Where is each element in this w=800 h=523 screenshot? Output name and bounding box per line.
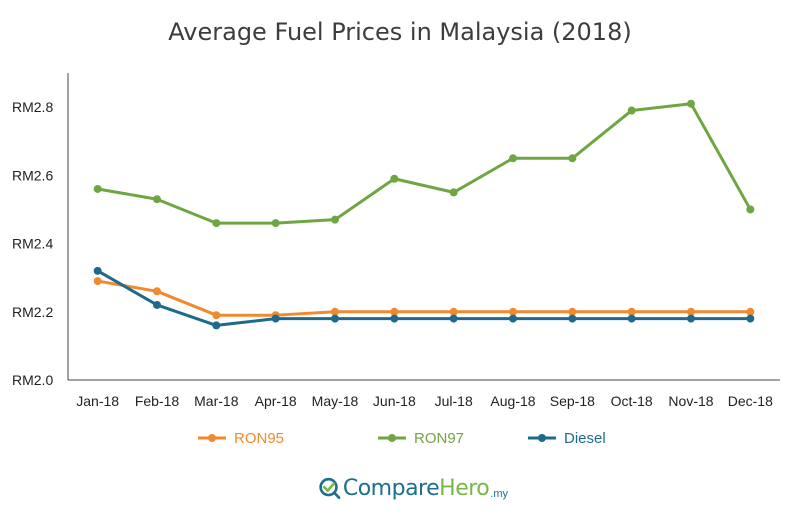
- x-tick-label: Oct-18: [611, 393, 653, 409]
- brand-hero-text: Hero: [439, 475, 490, 501]
- series-line-ron97: [97, 102, 752, 225]
- data-point-ron95: [331, 307, 339, 316]
- data-point-diesel: [509, 314, 517, 323]
- legend-marker-ron95: [208, 434, 216, 442]
- data-point-ron97: [509, 154, 517, 163]
- data-point-diesel: [212, 321, 221, 330]
- data-point-ron97: [627, 106, 636, 115]
- legend-marker-diesel: [538, 434, 546, 442]
- chart-title: Average Fuel Prices in Malaysia (2018): [168, 18, 632, 46]
- data-point-ron97: [212, 219, 221, 228]
- legend-marker-ron97: [388, 434, 396, 442]
- y-tick-label: RM2.4: [12, 236, 53, 252]
- data-point-ron97: [746, 205, 755, 214]
- data-point-ron97: [93, 184, 102, 193]
- x-tick-label: Nov-18: [668, 393, 713, 409]
- data-point-ron95: [390, 307, 399, 316]
- x-tick-label: Jan-18: [76, 393, 119, 409]
- y-tick-label: RM2.0: [12, 372, 53, 388]
- series-line-diesel: [96, 269, 751, 327]
- data-point-ron95: [93, 277, 102, 286]
- y-tick-label: RM2.8: [12, 99, 53, 115]
- magnifier-check-icon: [319, 477, 341, 499]
- data-point-diesel: [746, 314, 755, 323]
- data-point-ron97: [449, 188, 458, 197]
- data-point-diesel: [449, 314, 458, 323]
- data-point-diesel: [390, 314, 399, 323]
- y-tick-label: RM2.2: [12, 304, 53, 320]
- data-point-ron97: [390, 174, 399, 183]
- series-line-ron95: [97, 279, 751, 317]
- chart-axes: [67, 73, 780, 381]
- data-point-ron95: [212, 311, 221, 320]
- series-ron95: [93, 277, 755, 320]
- data-point-ron95: [509, 307, 517, 316]
- data-point-ron97: [687, 99, 695, 108]
- legend-label-diesel: Diesel: [564, 430, 606, 447]
- data-point-ron97: [153, 195, 161, 204]
- x-tick-label: Sep-18: [550, 393, 595, 409]
- legend-label-ron97: RON97: [414, 430, 464, 447]
- series-diesel: [93, 266, 755, 330]
- brand-tld-text: .my: [490, 488, 508, 500]
- series-ron97: [93, 99, 755, 228]
- data-point-diesel: [687, 314, 695, 323]
- data-point-ron97: [271, 219, 280, 228]
- x-tick-label: Jun-18: [373, 393, 416, 409]
- x-tick-label: Jul-18: [435, 393, 473, 409]
- line-chart: RM2.0 RM2.2 RM2.4 RM2.6 RM2.8 Jan-18 Feb-18 Ma…: [12, 73, 780, 447]
- legend-label-ron95: RON95: [234, 430, 284, 447]
- y-axis-labels: RM2.0 RM2.2 RM2.4 RM2.6 RM2.8: [12, 99, 53, 388]
- data-point-ron95: [568, 307, 577, 316]
- x-tick-label: Dec-18: [728, 393, 773, 409]
- data-point-ron95: [687, 307, 695, 316]
- y-tick-label: RM2.6: [12, 167, 53, 183]
- data-point-diesel: [93, 266, 102, 275]
- x-tick-label: Apr-18: [255, 393, 297, 409]
- legend: RON95 RON97 Diesel: [198, 430, 606, 447]
- brand-compare-text: Compare: [342, 475, 440, 501]
- data-point-diesel: [568, 314, 577, 323]
- data-point-ron97: [331, 215, 339, 224]
- data-point-ron97: [568, 154, 577, 163]
- x-tick-label: Feb-18: [135, 393, 180, 409]
- series-layer: [93, 99, 755, 330]
- x-tick-label: Aug-18: [490, 393, 535, 409]
- brand-logo: Compare Hero .my: [318, 468, 508, 508]
- data-point-ron95: [746, 307, 755, 316]
- data-point-ron95: [153, 287, 161, 296]
- data-point-diesel: [153, 300, 161, 309]
- data-point-diesel: [331, 314, 339, 323]
- data-point-diesel: [627, 314, 636, 323]
- x-tick-label: May-18: [312, 393, 359, 409]
- data-point-diesel: [271, 314, 280, 323]
- x-axis-labels: Jan-18 Feb-18 Mar-18 Apr-18 May-18 Jun-18 Jul-…: [76, 393, 773, 409]
- x-tick-label: Mar-18: [194, 393, 239, 409]
- data-point-ron95: [449, 307, 458, 316]
- data-point-ron95: [627, 307, 636, 316]
